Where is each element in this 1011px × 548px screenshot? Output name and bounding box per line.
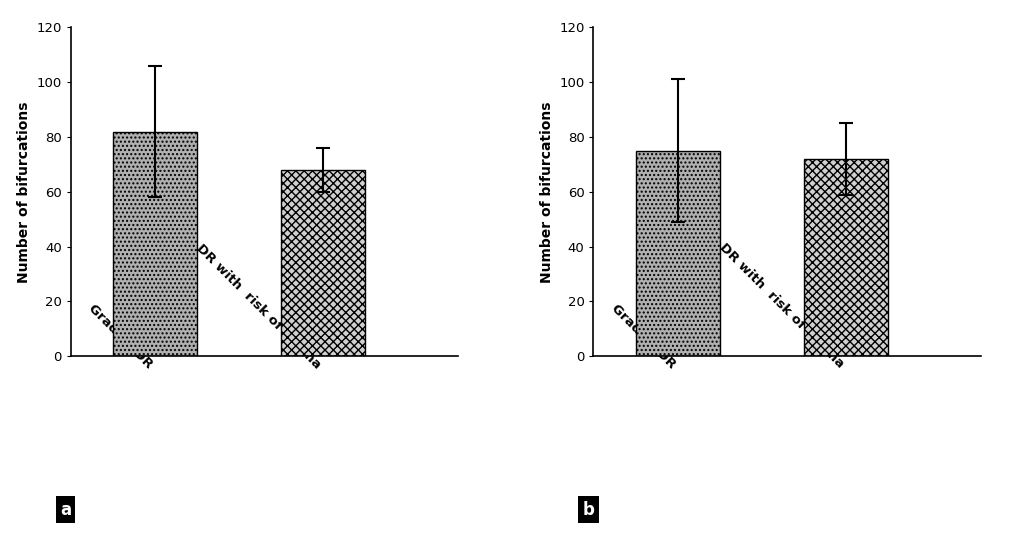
Bar <box>804 159 888 356</box>
Bar <box>281 170 365 356</box>
Y-axis label: Number of bifurcations: Number of bifurcations <box>17 101 30 283</box>
Bar <box>113 132 197 356</box>
Bar <box>636 151 720 356</box>
Text: a: a <box>60 501 72 518</box>
Y-axis label: Number of bifurcations: Number of bifurcations <box>540 101 553 283</box>
Text: b: b <box>582 501 594 518</box>
